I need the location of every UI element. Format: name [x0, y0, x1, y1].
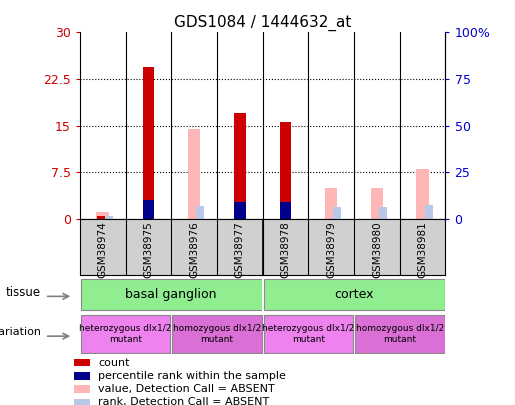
Bar [143, 200, 154, 219]
Bar [74, 359, 90, 367]
Bar [264, 279, 444, 310]
Text: rank, Detection Call = ABSENT: rank, Detection Call = ABSENT [98, 397, 270, 405]
Text: GSM38980: GSM38980 [372, 222, 382, 278]
Text: heterozygous dlx1/2
mutant: heterozygous dlx1/2 mutant [262, 324, 354, 344]
Bar [74, 399, 90, 405]
Text: homozygous dlx1/2
mutant: homozygous dlx1/2 mutant [356, 324, 444, 344]
Bar [188, 129, 200, 219]
Bar [172, 315, 262, 353]
Text: percentile rank within the sample: percentile rank within the sample [98, 371, 286, 381]
Bar [81, 315, 170, 353]
Bar [97, 216, 108, 219]
Text: cortex: cortex [334, 288, 374, 301]
Bar [74, 372, 90, 379]
Bar [379, 207, 387, 219]
Bar [196, 206, 204, 219]
Bar [280, 122, 291, 219]
Text: GSM38979: GSM38979 [326, 222, 336, 278]
Text: tissue: tissue [6, 286, 41, 299]
Bar [234, 202, 246, 219]
Bar [355, 315, 444, 353]
Bar [280, 202, 291, 219]
Text: count: count [98, 358, 130, 368]
Text: homozygous dlx1/2
mutant: homozygous dlx1/2 mutant [173, 324, 261, 344]
Bar [74, 386, 90, 393]
Text: GSM38974: GSM38974 [98, 222, 108, 278]
Bar [264, 315, 353, 353]
Bar [234, 113, 246, 219]
Bar [425, 205, 433, 219]
Bar [325, 188, 337, 219]
Text: GSM38977: GSM38977 [235, 222, 245, 278]
Text: genotype/variation: genotype/variation [0, 327, 41, 337]
Bar [81, 279, 262, 310]
Text: value, Detection Call = ABSENT: value, Detection Call = ABSENT [98, 384, 275, 394]
Text: GSM38975: GSM38975 [143, 222, 153, 278]
Text: basal ganglion: basal ganglion [126, 288, 217, 301]
Bar [105, 216, 113, 219]
Text: GSM38978: GSM38978 [281, 222, 290, 278]
Title: GDS1084 / 1444632_at: GDS1084 / 1444632_at [174, 15, 351, 31]
Text: heterozygous dlx1/2
mutant: heterozygous dlx1/2 mutant [79, 324, 171, 344]
Bar [371, 188, 383, 219]
Bar [143, 66, 154, 219]
Bar [96, 213, 109, 219]
Bar [416, 169, 429, 219]
Text: GSM38981: GSM38981 [418, 222, 427, 278]
Text: GSM38976: GSM38976 [189, 222, 199, 278]
Bar [334, 207, 341, 219]
